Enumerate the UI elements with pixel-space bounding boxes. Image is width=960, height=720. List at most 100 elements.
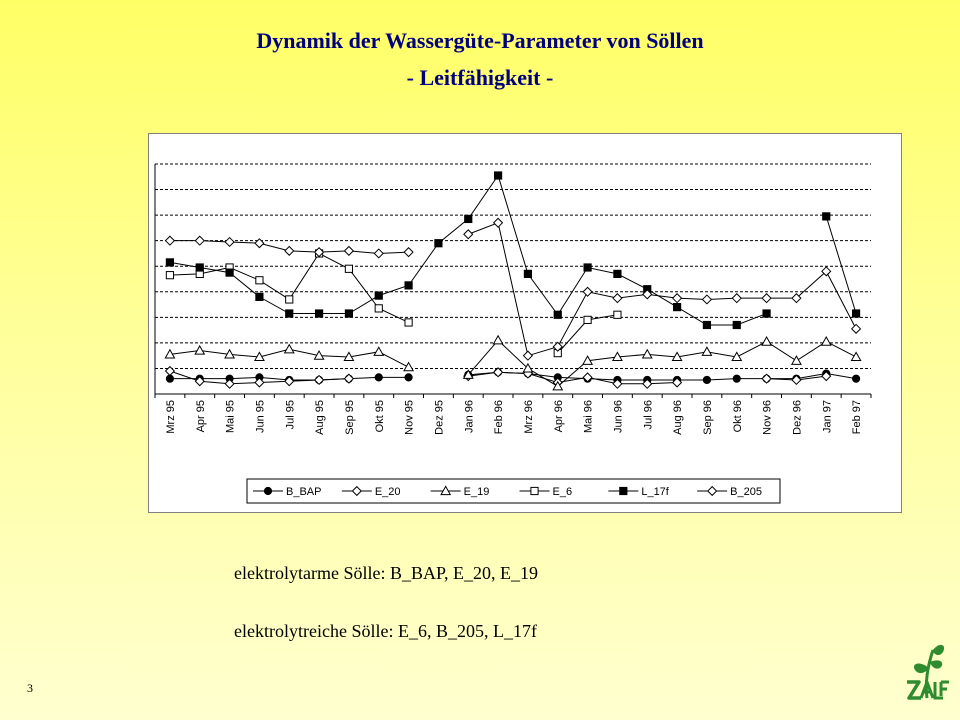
data-point-l-17f [732, 320, 741, 330]
data-point-b-205 [582, 286, 593, 297]
data-point-l-17f [523, 269, 533, 278]
data-point-e-19 [611, 351, 623, 362]
x-tick-label: Okt 96 [732, 400, 744, 432]
data-point-e-19 [850, 351, 862, 362]
data-point-e-19 [820, 335, 832, 346]
data-point-b-205 [552, 341, 563, 352]
data-point-e-19 [253, 351, 265, 362]
data-point-e-6 [255, 276, 264, 285]
x-tick-label: Jul 96 [642, 400, 654, 429]
data-point-e-19 [582, 355, 594, 365]
legend-label-e-20: E_20 [375, 486, 401, 498]
data-point-b-205 [761, 293, 772, 304]
x-tick-label: Dez 96 [791, 400, 803, 435]
data-point-b-205 [791, 293, 802, 304]
data-point-e-20 [612, 378, 623, 389]
chart-area: 020040060080010001200140016001800Mrz 95A… [148, 133, 902, 513]
data-point-b-bap [404, 373, 413, 382]
data-point-b-bap [165, 374, 175, 383]
data-point-e-19 [343, 351, 355, 362]
data-point-e-20 [642, 378, 653, 389]
data-point-b-205 [701, 294, 713, 305]
data-point-e-6 [583, 315, 592, 324]
data-point-b-205 [492, 217, 504, 228]
legend-label-l-17f: L_17f [641, 486, 669, 498]
data-point-l-17f [493, 171, 503, 180]
data-point-e-20 [224, 378, 235, 389]
legend-label-e-19: E_19 [464, 486, 490, 498]
data-point-b-bap [702, 375, 712, 385]
x-tick-label: Aug 95 [314, 400, 326, 435]
data-point-e-20 [492, 367, 504, 378]
data-point-b-205 [403, 247, 414, 258]
data-point-l-17f [851, 309, 861, 318]
x-tick-label: Jun 96 [612, 400, 624, 433]
data-point-l-17f [613, 269, 622, 278]
data-point-b-205 [463, 229, 474, 240]
x-tick-label: Sep 96 [702, 400, 714, 435]
legend-marker-e-19 [440, 485, 452, 496]
x-tick-label: Okt 95 [374, 400, 386, 432]
x-tick-label: Apr 95 [195, 400, 207, 432]
data-point-e-20 [821, 371, 832, 382]
x-tick-label: Jan 96 [463, 400, 475, 433]
x-tick-label: Dez 95 [433, 400, 445, 435]
series-line-b-205 [468, 222, 857, 357]
data-point-l-17f [344, 309, 354, 318]
data-point-l-17f [672, 303, 682, 312]
conductivity-chart: 020040060080010001200140016001800Mrz 95A… [154, 163, 872, 504]
data-point-b-bap [732, 374, 741, 383]
data-point-e-6 [285, 295, 294, 304]
data-point-e-19 [224, 348, 236, 359]
data-point-e-19 [701, 346, 713, 356]
data-point-l-17f [285, 309, 294, 318]
data-point-l-17f [762, 309, 771, 318]
data-point-e-19 [194, 344, 206, 355]
data-point-l-17f [255, 292, 264, 301]
data-point-b-205 [642, 289, 653, 300]
data-point-b-bap [374, 373, 383, 382]
data-point-e-19 [164, 348, 176, 359]
legend-marker-b-bap [263, 486, 273, 496]
page-title: Dynamik der Wassergüte-Parameter von Söl… [256, 28, 704, 53]
data-point-e-20 [313, 374, 325, 386]
data-point-e-19 [761, 335, 773, 346]
x-tick-label: Feb 96 [493, 400, 505, 434]
data-point-e-6 [404, 318, 413, 327]
x-tick-label: Jan 97 [821, 400, 833, 433]
data-point-l-17f [314, 309, 324, 318]
data-point-b-205 [224, 236, 235, 248]
data-point-b-205 [284, 245, 295, 256]
data-point-e-19 [403, 361, 415, 372]
legend-label-b-bap: B_BAP [286, 486, 321, 498]
data-point-e-19 [671, 351, 683, 362]
data-point-l-17f [195, 263, 204, 272]
data-point-l-17f [702, 320, 712, 330]
x-tick-label: Mai 96 [583, 400, 595, 433]
data-point-b-bap [851, 374, 861, 383]
data-point-e-19 [522, 362, 534, 373]
zalf-plant-logo-icon [903, 638, 951, 709]
data-point-l-17f [434, 239, 443, 248]
data-point-e-20 [761, 373, 772, 384]
data-point-e-20 [284, 376, 295, 387]
x-tick-label: Jun 95 [254, 400, 266, 433]
series-line-e-19 [467, 339, 857, 387]
data-point-b-205 [164, 235, 176, 246]
page-subtitle: - Leitfähigkeit - [406, 65, 554, 90]
legend-label-b-205: B_205 [730, 486, 762, 498]
x-tick-label: Sep 95 [344, 400, 356, 435]
legend-marker-e-6 [530, 486, 539, 496]
data-point-e-20 [194, 376, 205, 387]
data-point-b-205 [373, 248, 384, 259]
data-point-e-20 [671, 377, 683, 388]
data-point-b-205 [313, 247, 325, 258]
note-low-electrolyte: elektrolytarme Sölle: B_BAP, E_20, E_19 [234, 563, 538, 583]
data-point-b-205 [254, 238, 265, 249]
data-point-l-17f [553, 310, 562, 319]
legend-marker-b-205 [707, 485, 718, 497]
x-tick-label: Mrz 95 [165, 400, 177, 434]
data-point-l-17f [165, 258, 175, 267]
data-point-b-205 [821, 266, 832, 277]
data-point-e-19 [373, 346, 385, 356]
